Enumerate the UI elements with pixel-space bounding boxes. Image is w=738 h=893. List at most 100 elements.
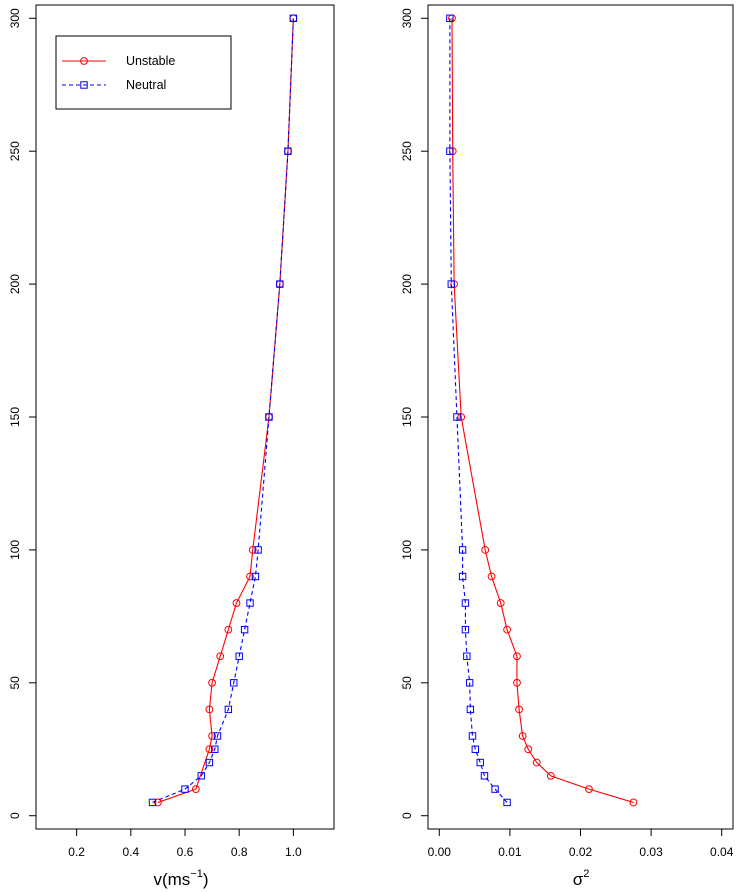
left-y-tick-label: 0 — [8, 812, 22, 819]
left-point-unstable — [208, 678, 216, 687]
right-point-neutral — [471, 745, 480, 753]
left-point-unstable — [208, 732, 216, 740]
legend-unstable-label: Unstable — [126, 54, 175, 68]
right-point-unstable — [457, 413, 466, 421]
right-point-neutral — [447, 280, 455, 288]
right-point-neutral — [463, 652, 471, 660]
left-point-neutral — [246, 599, 254, 607]
right-point-neutral — [461, 599, 470, 607]
right-y-tick-label: 100 — [400, 540, 414, 560]
left-x-axis-title: v(ms−1) — [153, 868, 208, 889]
right-point-neutral — [461, 625, 470, 634]
right-x-tick-label: 0.03 — [639, 845, 663, 859]
right-point-unstable — [515, 705, 523, 714]
right-point-neutral — [466, 705, 475, 714]
left-point-unstable — [205, 705, 214, 714]
right-point-neutral — [480, 772, 489, 780]
right-point-neutral — [458, 546, 467, 554]
left-point-neutral — [211, 745, 219, 753]
right-point-unstable — [481, 546, 490, 554]
left-point-neutral — [265, 413, 273, 421]
right-point-unstable — [487, 572, 496, 581]
right-y-tick-label: 150 — [400, 407, 414, 427]
right-x-tick-label: 0.01 — [498, 845, 522, 859]
left-x-tick-label: 0.8 — [231, 845, 248, 859]
right-point-unstable — [546, 771, 555, 780]
left-x-axis-title-main: v(ms — [153, 870, 190, 889]
left-point-neutral — [224, 705, 233, 714]
left-point-neutral — [254, 546, 262, 554]
left-point-neutral — [205, 758, 214, 767]
left-point-unstable — [224, 625, 233, 634]
left-point-neutral — [235, 652, 243, 660]
right-y-tick-label: 200 — [400, 274, 414, 294]
legend-neutral-label: Neutral — [126, 78, 166, 92]
right-point-unstable — [513, 678, 521, 687]
left-point-neutral — [276, 280, 284, 288]
left-point-unstable — [248, 546, 257, 554]
right-point-neutral — [465, 679, 474, 687]
left-series-line-unstable — [157, 18, 294, 803]
left-point-neutral — [148, 798, 157, 807]
right-point-unstable — [503, 625, 511, 634]
left-point-unstable — [216, 652, 225, 661]
left-point-neutral — [284, 147, 292, 155]
left-y-tick-label: 200 — [8, 274, 22, 294]
right-y-tick-label: 250 — [400, 141, 414, 161]
left-x-tick-label: 0.6 — [177, 845, 194, 859]
right-point-unstable — [585, 785, 593, 794]
right-y-tick-label: 0 — [400, 812, 414, 819]
left-point-unstable — [232, 599, 241, 607]
right-point-unstable — [518, 732, 527, 740]
right-x-tick-label: 0.00 — [428, 845, 452, 859]
right-point-unstable — [513, 652, 521, 661]
left-point-neutral — [289, 14, 298, 22]
right-point-neutral — [491, 785, 499, 793]
left-plot-axes: 0.2 0.4 0.6 0.8 1.0 0 50 100 150 200 250 300 — [8, 8, 302, 859]
left-point-neutral — [251, 572, 260, 581]
right-y-tick-label: 300 — [400, 8, 414, 28]
left-x-tick-label: 0.4 — [122, 845, 139, 859]
left-y-tick-label: 100 — [8, 540, 22, 560]
left-point-unstable — [246, 572, 254, 581]
right-plot-axes: 0.00 0.01 0.02 0.03 0.04 0 50 100 150 200 250 300 — [400, 8, 734, 859]
right-x-tick-label: 0.02 — [569, 845, 593, 859]
left-point-unstable — [154, 798, 162, 807]
legend: Unstable Neutral — [55, 35, 232, 110]
left-point-unstable — [205, 745, 214, 754]
right-point-unstable — [524, 745, 533, 754]
right-x-tick-label: 0.04 — [710, 845, 734, 859]
right-y-tick-label: 50 — [400, 676, 414, 690]
left-y-tick-label: 300 — [8, 8, 22, 28]
right-point-neutral — [503, 798, 511, 807]
right-point-neutral — [453, 413, 461, 421]
right-x-axis-title: σ2 — [573, 868, 590, 889]
left-x-axis-title-suffix: ) — [203, 870, 209, 889]
right-point-neutral — [468, 732, 477, 740]
legend-neutral-marker — [80, 81, 88, 89]
right-point-unstable — [532, 758, 541, 767]
left-point-neutral — [213, 732, 222, 740]
left-point-unstable — [191, 785, 200, 794]
left-point-neutral — [181, 785, 189, 793]
left-series-line-neutral — [152, 18, 294, 803]
right-plot-marks — [446, 14, 638, 807]
legend-unstable-marker — [80, 57, 88, 65]
right-point-neutral — [446, 14, 454, 22]
right-x-axis-title-superscript: 2 — [583, 868, 589, 880]
left-point-neutral — [230, 679, 238, 687]
left-y-tick-label: 150 — [8, 407, 22, 427]
left-x-axis-title-superscript: −1 — [190, 868, 203, 880]
legend-box — [55, 35, 232, 110]
right-point-unstable — [629, 798, 638, 807]
right-series-line-neutral — [449, 18, 508, 803]
right-point-neutral — [476, 758, 484, 767]
left-x-tick-label: 0.2 — [68, 845, 85, 859]
right-point-unstable — [496, 599, 505, 607]
left-point-neutral — [240, 625, 249, 634]
left-x-tick-label: 1.0 — [285, 845, 302, 859]
left-plot-marks — [148, 14, 298, 807]
right-series-line-unstable — [451, 18, 634, 803]
right-plot-frame — [427, 4, 734, 830]
